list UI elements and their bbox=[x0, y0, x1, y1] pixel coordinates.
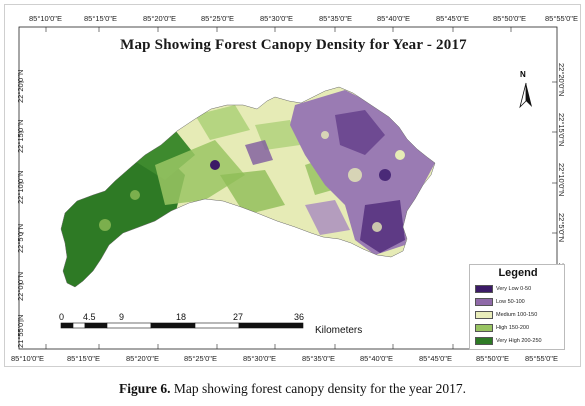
lat-tick-right: 22°20'0"N bbox=[557, 63, 566, 97]
scale-label: 0 bbox=[59, 312, 65, 322]
forest-density-raster bbox=[61, 87, 435, 287]
lon-tick-top: 85°15'0"E bbox=[84, 14, 117, 23]
scale-label: 9 bbox=[119, 312, 125, 322]
scale-label: 36 bbox=[294, 312, 305, 322]
legend-item: Very High 200-250 bbox=[475, 336, 542, 346]
legend-item: High 150-200 bbox=[475, 323, 529, 333]
legend-label: High 150-200 bbox=[496, 325, 530, 331]
lon-tick-bottom: 85°45'0"E bbox=[419, 354, 452, 363]
legend-item: Low 50-100 bbox=[475, 297, 525, 307]
lon-tick-top: 85°30'0"E bbox=[260, 14, 293, 23]
lon-tick-top: 85°20'0"E bbox=[143, 14, 176, 23]
lat-tick-right: 22°10'0"N bbox=[557, 163, 566, 197]
scale-label: 27 bbox=[233, 312, 244, 322]
lat-tick-right: 22°5'0"N bbox=[557, 213, 566, 243]
legend-label: Very Low 0-50 bbox=[496, 286, 532, 292]
lat-tick-left: 21°55'0"N bbox=[16, 314, 25, 348]
study-area-boundary bbox=[60, 86, 436, 288]
legend-label: Low 50-100 bbox=[496, 299, 525, 305]
lon-tick-top: 85°55'0"E bbox=[545, 14, 578, 23]
lon-tick-bottom: 85°20'0"E bbox=[126, 354, 159, 363]
map-canvas bbox=[18, 26, 558, 350]
scale-unit: Kilometers bbox=[315, 325, 363, 336]
legend-label: Medium 100-150 bbox=[496, 312, 538, 318]
lat-tick-left: 22°0'0"N bbox=[16, 271, 25, 301]
lat-tick-left: 22°5'0"N bbox=[16, 223, 25, 253]
legend-swatch bbox=[475, 337, 493, 345]
lon-tick-bottom: 85°40'0"E bbox=[360, 354, 393, 363]
lon-tick-top: 85°40'0"E bbox=[377, 14, 410, 23]
figure-caption: Figure 6. Map showing forest canopy dens… bbox=[0, 381, 585, 397]
map-legend: Legend Very Low 0-50 Low 50-100 Medium 1… bbox=[469, 264, 565, 350]
north-label: N bbox=[520, 70, 526, 79]
lon-tick-bottom: 85°25'0"E bbox=[184, 354, 217, 363]
lat-tick-right: 22°15'0"N bbox=[557, 113, 566, 147]
scale-bar bbox=[60, 322, 304, 329]
lon-tick-bottom: 85°55'0"E bbox=[525, 354, 558, 363]
scale-label: 4.5 bbox=[83, 312, 96, 322]
map-neatline bbox=[18, 26, 558, 350]
lon-tick-top: 85°10'0"E bbox=[29, 14, 62, 23]
legend-label: Very High 200-250 bbox=[496, 338, 542, 344]
lon-tick-top: 85°35'0"E bbox=[319, 14, 352, 23]
lon-tick-bottom: 85°15'0"E bbox=[67, 354, 100, 363]
lon-tick-bottom: 85°10'0"E bbox=[11, 354, 44, 363]
legend-swatch bbox=[475, 285, 493, 293]
map-frame: Map Showing Forest Canopy Density for Ye… bbox=[4, 4, 581, 367]
lon-tick-top: 85°45'0"E bbox=[436, 14, 469, 23]
legend-item: Very Low 0-50 bbox=[475, 284, 531, 294]
lat-tick-left: 22°20'0"N bbox=[16, 69, 25, 103]
caption-prefix: Figure 6. bbox=[119, 381, 171, 396]
caption-text: Map showing forest canopy density for th… bbox=[170, 381, 466, 396]
lat-tick-left: 22°10'0"N bbox=[16, 170, 25, 204]
lon-tick-top: 85°25'0"E bbox=[201, 14, 234, 23]
lon-tick-bottom: 85°35'0"E bbox=[302, 354, 335, 363]
north-arrow-icon bbox=[519, 82, 532, 109]
legend-title: Legend bbox=[498, 267, 538, 279]
lat-tick-left: 22°15'0"N bbox=[16, 119, 25, 153]
map-title: Map Showing Forest Canopy Density for Ye… bbox=[120, 37, 467, 53]
lon-tick-bottom: 85°30'0"E bbox=[243, 354, 276, 363]
legend-swatch bbox=[475, 311, 493, 319]
lon-tick-top: 85°50'0"E bbox=[493, 14, 526, 23]
legend-swatch bbox=[475, 324, 493, 332]
graticule-ticks bbox=[19, 27, 557, 349]
lon-tick-bottom: 85°50'0"E bbox=[476, 354, 509, 363]
legend-item: Medium 100-150 bbox=[475, 310, 537, 320]
scale-label: 18 bbox=[176, 312, 187, 322]
legend-swatch bbox=[475, 298, 493, 306]
